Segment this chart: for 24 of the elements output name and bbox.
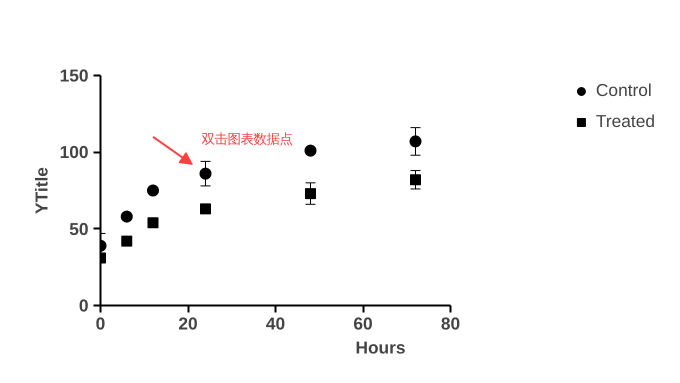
point: [121, 236, 132, 247]
y-tick-label: 150: [60, 66, 89, 86]
point: [410, 135, 422, 148]
y-tick-label: 0: [78, 296, 89, 316]
x-axis-title: Hours: [355, 338, 406, 358]
point: [148, 217, 158, 228]
point: [305, 188, 316, 200]
x-tick-label: 0: [96, 314, 106, 334]
x-tick-label: 40: [266, 314, 286, 334]
y-axis-title: YTitle: [32, 166, 52, 214]
y-tick-label: 50: [69, 218, 89, 239]
legend-label: Control: [596, 80, 652, 101]
point: [304, 144, 316, 157]
x-tick-label: 60: [353, 314, 373, 334]
point: [120, 210, 133, 223]
point: [410, 174, 421, 186]
point: [147, 184, 159, 196]
x-tick-label: 20: [178, 314, 198, 334]
x-tick-label: 80: [440, 314, 460, 334]
point: [200, 203, 211, 214]
y-tick-label: 100: [60, 142, 89, 162]
point: [200, 168, 212, 180]
legend-label: Treated: [596, 111, 655, 132]
annotation: 双击图表数据点: [202, 132, 292, 148]
